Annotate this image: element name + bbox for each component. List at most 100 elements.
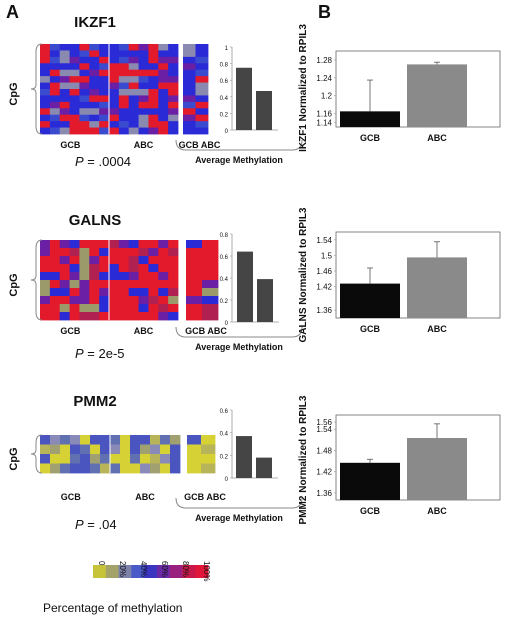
y-axis-title-pmm2: PMM2 Normalized to RPIL3 [298, 395, 309, 524]
y-tick-label: 0.4 [220, 96, 229, 102]
heatmap-cell [128, 248, 139, 257]
heatmap-cell [40, 454, 51, 464]
y-tick-label: 0 [225, 129, 229, 135]
heatmap-cell [128, 272, 139, 281]
heatmap-cell [59, 127, 70, 135]
heatmap-cell [168, 56, 179, 64]
heatmap-cell [90, 435, 101, 445]
heatmap-cell [110, 444, 121, 455]
heatmap-cell [79, 240, 90, 249]
heatmap-cell [110, 454, 121, 464]
heatmap-cell [99, 288, 110, 297]
heatmap-cell [79, 63, 90, 71]
heatmap-cell [118, 312, 130, 321]
heatmap-cell [128, 121, 139, 128]
heatmap-cell [79, 312, 90, 321]
avg-heatmap-cell [187, 444, 202, 455]
avg-group-label: GCB ABC [179, 140, 221, 150]
heatmap-cell [59, 50, 70, 58]
heatmap-cell [120, 463, 131, 474]
cpg-brace [30, 43, 43, 135]
heatmap-cell [148, 63, 159, 71]
p-value-text: = .0004 [87, 154, 132, 169]
heatmap-cell [59, 256, 70, 265]
heatmap-cell [128, 288, 139, 297]
avg-heatmap-cell [195, 101, 209, 109]
heatmap-cell [138, 44, 149, 51]
avg-methylation-caption: Average Methylation [195, 155, 283, 165]
heatmap-cell [118, 95, 130, 103]
y-tick-label: 1.14 [316, 119, 332, 128]
heatmap-cell [148, 280, 159, 289]
heatmap-cell [49, 288, 61, 297]
avg-heatmap-cell [186, 272, 203, 281]
heatmap-cell [89, 95, 100, 103]
p-symbol: P [75, 346, 84, 361]
y-tick-label: 0.2 [220, 454, 229, 460]
gene-title-pmm2: PMM2 [73, 393, 117, 410]
heatmap-cell [89, 264, 100, 273]
heatmap-cell [69, 272, 80, 281]
heatmap-cell [79, 50, 90, 58]
heatmap-cell [148, 288, 159, 297]
avg-methylation-brace [175, 497, 303, 509]
category-label-gcb: GCB [360, 506, 381, 516]
heatmap-cell [59, 44, 70, 51]
heatmap-cell [150, 463, 161, 474]
p-symbol: P [75, 517, 84, 532]
heatmap-cell [89, 63, 100, 71]
heatmap-cell [128, 56, 139, 64]
heatmap-cell [118, 288, 130, 297]
heatmap-cell [49, 240, 61, 249]
heatmap-cell [158, 101, 169, 109]
heatmap-cell [160, 435, 171, 445]
heatmap-cell [140, 444, 151, 455]
heatmap-cell [148, 69, 159, 77]
heatmap-cell [109, 82, 120, 90]
heatmap-cell [49, 114, 61, 122]
heatmap-cell [130, 463, 141, 474]
heatmap-cell [70, 463, 81, 474]
heatmap-cell [138, 56, 149, 64]
heatmap-cell [128, 89, 139, 96]
heatmap-cell [89, 69, 100, 77]
heatmap-cell [148, 272, 159, 281]
heatmap-cell [148, 121, 159, 128]
heatmap-cell [168, 82, 179, 90]
heatmap-cell [138, 114, 149, 122]
heatmap-cell [148, 101, 159, 109]
heatmap-cell [79, 101, 90, 109]
heatmap-cell [118, 76, 130, 83]
avg-heatmap-cell [183, 101, 196, 109]
heatmap-cell [168, 296, 179, 305]
avg-methylation-brace [175, 139, 303, 151]
y-tick-label: 1.56 [316, 418, 332, 427]
heatmap-cell [128, 114, 139, 122]
heatmap-cell [158, 256, 169, 265]
heatmap-cell [158, 76, 169, 83]
heatmap-cell [118, 256, 130, 265]
y-tick-label: 0.8 [220, 233, 229, 239]
heatmap-cell [109, 272, 120, 281]
heatmap-cell [158, 304, 169, 313]
p-value-text: = .04 [87, 517, 117, 532]
heatmap-cell [69, 288, 80, 297]
heatmap-cell [109, 76, 120, 83]
bar-abc [407, 438, 467, 500]
heatmap-cell [89, 101, 100, 109]
heatmap-cell [49, 256, 61, 265]
avg-heatmap-cell [202, 240, 219, 249]
heatmap-cell [158, 50, 169, 58]
bar-abc [256, 457, 272, 478]
p-value-galns: P = 2e-5 [75, 346, 125, 361]
heatmap-cell [59, 89, 70, 96]
heatmap-cell [40, 127, 51, 135]
bar-gcb [340, 111, 400, 127]
heatmap-cell [128, 63, 139, 71]
heatmap-cell [118, 89, 130, 96]
heatmap-cell [59, 272, 70, 281]
heatmap-cell [90, 444, 101, 455]
heatmap-cell [99, 89, 110, 96]
heatmap-cell [109, 101, 120, 109]
heatmap-cell [168, 272, 179, 281]
